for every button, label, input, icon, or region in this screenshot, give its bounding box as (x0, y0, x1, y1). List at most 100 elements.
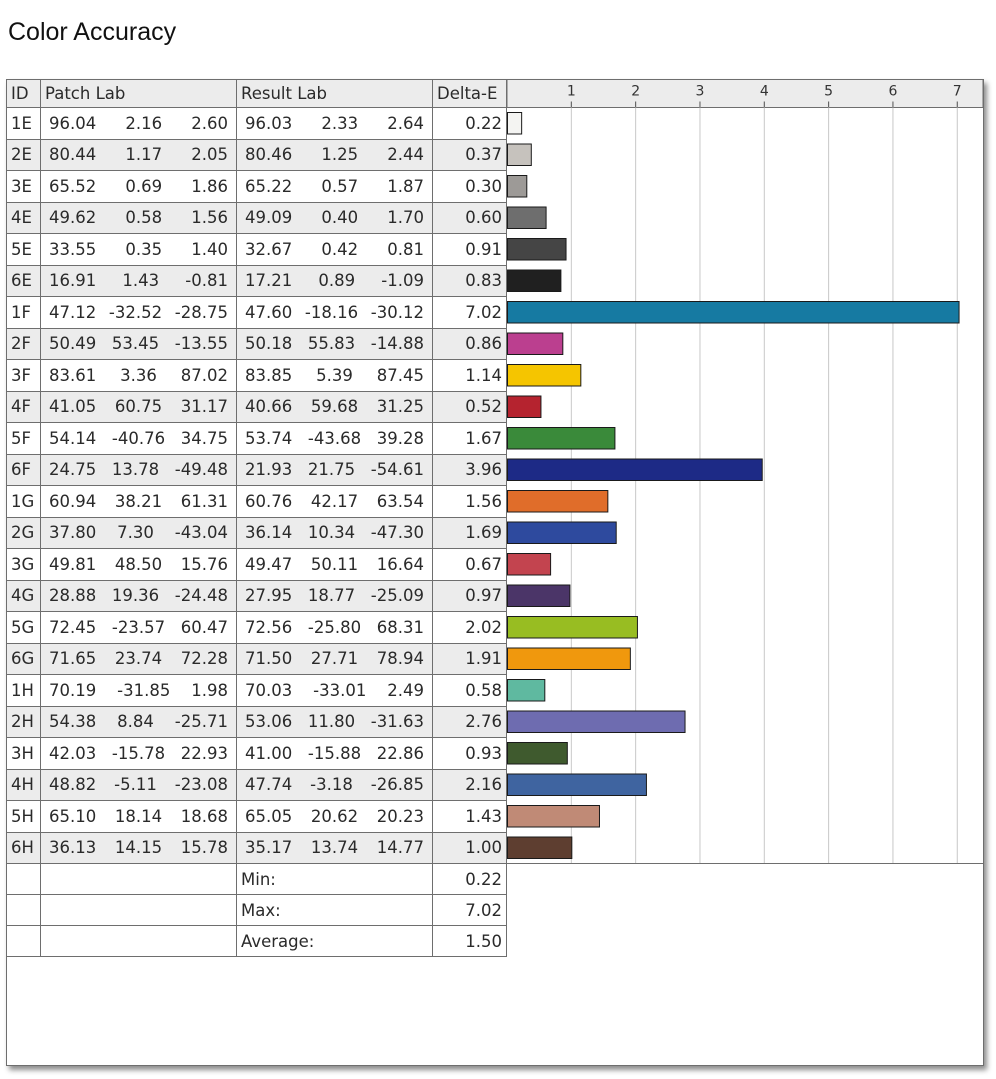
delta-e-value: 3.96 (432, 453, 507, 486)
delta-e-value: 1.14 (432, 359, 507, 392)
delta-e-value: 0.83 (432, 264, 507, 297)
patch-lab-a: -32.52 (108, 302, 163, 322)
bar-6H (507, 836, 573, 859)
result-lab-L: 35.17 (245, 838, 293, 858)
result-lab-b: -26.85 (370, 775, 424, 795)
summary-value: 1.50 (432, 925, 507, 957)
patch-lab-a: 23.74 (114, 649, 163, 669)
patch-lab-a: 7.30 (117, 523, 154, 543)
summary-row: Min: 0.22 (6, 863, 507, 895)
result-lab-a: 5.39 (316, 365, 353, 385)
patch-id: 3G (6, 548, 41, 581)
patch-lab-a: 8.84 (117, 712, 154, 732)
patch-lab-b: 87.02 (180, 365, 228, 385)
result-lab-cell: 70.03 -33.01 2.49 (236, 674, 433, 707)
patch-id: 3E (6, 170, 41, 203)
tick-label: 7 (953, 84, 962, 100)
result-lab-a: -43.68 (307, 428, 362, 448)
patch-lab-L: 49.81 (49, 554, 97, 574)
patch-lab-b: 1.86 (191, 176, 228, 196)
result-lab-cell: 36.14 10.34 -47.30 (236, 516, 433, 549)
summary-empty (40, 925, 237, 957)
patch-lab-cell: 49.62 0.58 1.56 (40, 201, 237, 234)
patch-id: 6G (6, 642, 41, 675)
bar-6E (507, 269, 562, 292)
header-id: ID (6, 79, 41, 108)
patch-lab-L: 65.10 (49, 806, 97, 826)
patch-lab-cell: 72.45 -23.57 60.47 (40, 611, 237, 644)
delta-e-value: 1.69 (432, 516, 507, 549)
result-lab-b: 1.70 (387, 208, 424, 228)
result-lab-a: -15.88 (307, 743, 362, 763)
delta-e-value: 0.67 (432, 548, 507, 581)
patch-id: 4E (6, 201, 41, 234)
result-lab-b: -31.63 (370, 712, 424, 732)
table-row: 5H 65.10 18.14 18.68 65.05 20.62 20.23 1.43 (6, 800, 507, 833)
patch-lab-a: 0.69 (125, 176, 163, 196)
bar-1F (507, 301, 960, 324)
table-row: 4F 41.05 60.75 31.17 40.66 59.68 31.25 0.52 (6, 390, 507, 423)
patch-lab-b: 61.31 (180, 491, 228, 511)
patch-lab-L: 24.75 (49, 460, 97, 480)
result-lab-cell: 71.50 27.71 78.94 (236, 642, 433, 675)
patch-lab-L: 28.88 (49, 586, 97, 606)
result-lab-L: 40.66 (245, 397, 293, 417)
table-row: 2F 50.49 53.45 -13.55 50.18 55.83 -14.88 0.86 (6, 327, 507, 360)
patch-lab-cell: 83.61 3.36 87.02 (40, 359, 237, 392)
result-lab-a: 13.74 (310, 838, 359, 858)
table-row: 6H 36.13 14.15 15.78 35.17 13.74 14.77 1.00 (6, 831, 507, 864)
patch-id: 2G (6, 516, 41, 549)
delta-e-value: 0.86 (432, 327, 507, 360)
summary-empty (40, 863, 237, 895)
table-header-row: ID Patch Lab Result Lab Delta-E (6, 79, 507, 108)
bar-2F (507, 332, 564, 355)
patch-lab-L: 47.12 (49, 302, 97, 322)
header-patch-lab: Patch Lab (40, 79, 237, 108)
bar-3E (507, 175, 528, 198)
delta-e-value: 0.58 (432, 674, 507, 707)
patch-lab-cell: 49.81 48.50 15.76 (40, 548, 237, 581)
summary-row: Max: 7.02 (6, 894, 507, 926)
patch-lab-cell: 36.13 14.15 15.78 (40, 831, 237, 864)
result-lab-a: 50.11 (310, 554, 359, 574)
result-lab-cell: 65.05 20.62 20.23 (236, 800, 433, 833)
bar-6F (507, 458, 763, 481)
summary-value: 7.02 (432, 894, 507, 926)
bar-5F (507, 427, 616, 450)
patch-lab-b: -49.48 (174, 460, 228, 480)
patch-id: 4G (6, 579, 41, 612)
result-lab-L: 32.67 (245, 239, 293, 259)
patch-lab-L: 54.14 (49, 428, 97, 448)
patch-lab-cell: 41.05 60.75 31.17 (40, 390, 237, 423)
result-lab-b: -25.09 (370, 586, 424, 606)
result-lab-cell: 49.47 50.11 16.64 (236, 548, 433, 581)
result-lab-L: 71.50 (245, 649, 293, 669)
bar-5E (507, 238, 567, 261)
result-lab-L: 21.93 (245, 460, 293, 480)
patch-lab-b: 72.28 (180, 649, 228, 669)
patch-id: 4F (6, 390, 41, 423)
result-lab-b: 87.45 (376, 365, 424, 385)
patch-lab-cell: 48.82 -5.11 -23.08 (40, 768, 237, 801)
table-row: 3H 42.03 -15.78 22.93 41.00 -15.88 22.86 0.93 (6, 737, 507, 770)
patch-lab-L: 48.82 (49, 775, 97, 795)
result-lab-a: 55.83 (307, 334, 356, 354)
bar-3H (507, 742, 568, 765)
patch-lab-a: 19.36 (111, 586, 160, 606)
patch-lab-a: -31.85 (117, 680, 171, 700)
table-row: 2E 80.44 1.17 2.05 80.46 1.25 2.44 0.37 (6, 138, 507, 171)
table-row: 1G 60.94 38.21 61.31 60.76 42.17 63.54 1.56 (6, 485, 507, 518)
result-lab-cell: 47.60 -18.16 -30.12 (236, 296, 433, 329)
result-lab-b: 14.77 (376, 838, 424, 858)
patch-lab-b: 2.60 (191, 113, 228, 133)
bar-6G (507, 647, 631, 670)
delta-e-value: 0.93 (432, 737, 507, 770)
summary-value: 0.22 (432, 863, 507, 895)
patch-lab-b: 18.68 (180, 806, 228, 826)
result-lab-b: 78.94 (376, 649, 424, 669)
patch-lab-b: 34.75 (180, 428, 228, 448)
result-lab-a: 42.17 (310, 491, 359, 511)
result-lab-L: 70.03 (245, 680, 293, 700)
patch-id: 1E (6, 107, 41, 140)
patch-lab-a: 53.45 (111, 334, 160, 354)
